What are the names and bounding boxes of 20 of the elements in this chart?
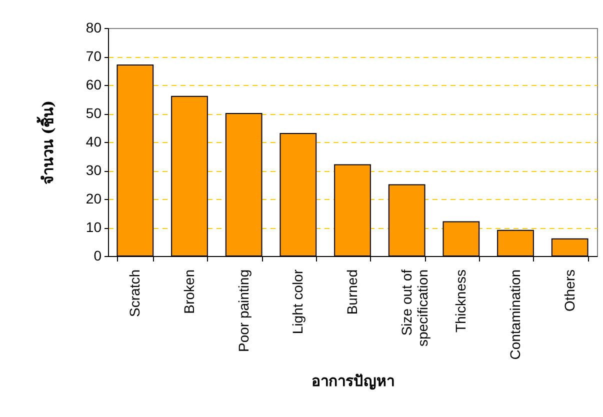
y-tick-label: 80 — [86, 20, 102, 36]
x-tick-label: Others — [561, 270, 578, 312]
y-tick-label: 60 — [86, 76, 102, 92]
y-tick-label: 20 — [86, 190, 102, 206]
y-tick-label: 50 — [86, 105, 102, 121]
x-tick-label: Burned — [344, 270, 360, 315]
x-tick-label: Poor painting — [235, 270, 252, 352]
x-tick-label: Broken — [181, 270, 197, 314]
x-axis-title: อาการปัญหา — [312, 372, 394, 390]
x-tick-label: Light color — [290, 269, 306, 334]
y-tick-label: 70 — [86, 48, 102, 64]
x-tick-label: Contamination — [507, 270, 523, 360]
x-tick-label: Scratch — [126, 270, 143, 317]
y-tick-label: 30 — [86, 162, 102, 178]
x-tick-label: Size out of specification — [398, 269, 430, 347]
y-tick-label: 40 — [86, 134, 102, 150]
y-tick-label: 0 — [94, 248, 102, 264]
y-axis-title: จำนวน (ชิ้น) — [36, 100, 57, 185]
y-tick-label: 10 — [86, 219, 102, 235]
x-tick-label: Thickness — [452, 270, 469, 333]
